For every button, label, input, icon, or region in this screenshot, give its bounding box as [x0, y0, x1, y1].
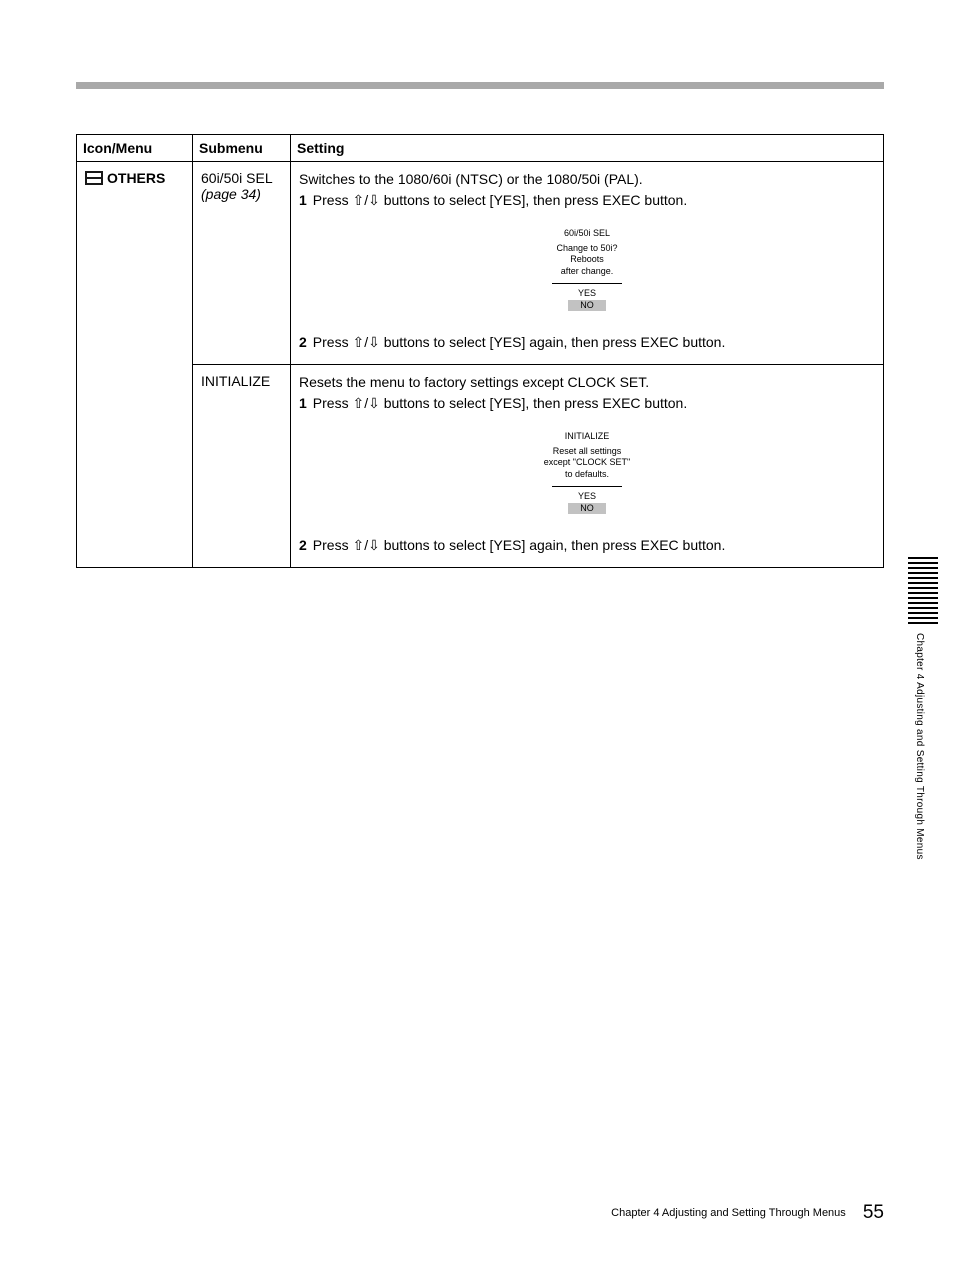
submenu-ref: (page 34): [201, 186, 282, 202]
header-rule: [76, 82, 884, 89]
screen-yes: YES: [507, 491, 667, 502]
setting-step-2: 2 Press ⇧/⇩ buttons to select [YES] again…: [299, 333, 875, 352]
step-number: 1: [299, 395, 307, 411]
menu-table: Icon/Menu Submenu Setting OTHERS 60i/50i…: [76, 134, 884, 568]
footer-chapter: Chapter 4 Adjusting and Setting Through …: [611, 1207, 846, 1219]
setting-step-1: 1 Press ⇧/⇩ buttons to select [YES], then…: [299, 394, 875, 413]
step-1-text: Press ⇧/⇩ buttons to select [YES], then …: [313, 192, 687, 208]
step-2-text: Press ⇧/⇩ buttons to select [YES] again,…: [313, 334, 726, 350]
menu-name: OTHERS: [107, 170, 165, 186]
screen-divider: [552, 486, 622, 487]
screen-no: NO: [568, 300, 606, 311]
footer-page-number: 55: [863, 1202, 884, 1223]
setting-cell: Resets the menu to factory settings exce…: [291, 365, 884, 568]
setting-intro: Resets the menu to factory settings exce…: [299, 373, 875, 392]
screen-divider: [552, 283, 622, 284]
screen-line-1: Reset all settings: [507, 446, 667, 457]
setting-intro: Switches to the 1080/60i (NTSC) or the 1…: [299, 170, 875, 189]
step-number: 2: [299, 334, 307, 350]
tab-bars-icon: [908, 557, 938, 625]
submenu-cell: INITIALIZE: [193, 365, 291, 568]
step-number: 2: [299, 537, 307, 553]
setting-cell: Switches to the 1080/60i (NTSC) or the 1…: [291, 162, 884, 365]
page-footer: Chapter 4 Adjusting and Setting Through …: [76, 1202, 884, 1224]
col-header-submenu: Submenu: [193, 135, 291, 162]
col-header-setting: Setting: [291, 135, 884, 162]
setting-step-1: 1 Press ⇧/⇩ buttons to select [YES], then…: [299, 191, 875, 210]
screen-dialog: 60i/50i SEL Change to 50i? Reboots after…: [503, 222, 671, 320]
screen-no: NO: [568, 503, 606, 514]
screen-line-1: Change to 50i?: [507, 243, 667, 254]
screen-title: INITIALIZE: [507, 431, 667, 442]
screen-yes: YES: [507, 288, 667, 299]
setting-step-2: 2 Press ⇧/⇩ buttons to select [YES] again…: [299, 536, 875, 555]
submenu-name: 60i/50i SEL: [201, 170, 282, 186]
step-2-text: Press ⇧/⇩ buttons to select [YES] again,…: [313, 537, 726, 553]
table-header-row: Icon/Menu Submenu Setting: [77, 135, 884, 162]
screen-line-3: to defaults.: [507, 469, 667, 480]
tab-text: Chapter 4 Adjusting and Setting Through …: [914, 633, 925, 923]
step-1-text: Press ⇧/⇩ buttons to select [YES], then …: [313, 395, 687, 411]
content-area: Icon/Menu Submenu Setting OTHERS 60i/50i…: [76, 134, 884, 568]
screen-title: 60i/50i SEL: [507, 228, 667, 239]
submenu-cell: 60i/50i SEL (page 34): [193, 162, 291, 365]
screen-line-2: except "CLOCK SET": [507, 457, 667, 468]
step-number: 1: [299, 192, 307, 208]
chapter-tab: Chapter 4 Adjusting and Setting Through …: [906, 557, 936, 927]
table-row: INITIALIZE Resets the menu to factory se…: [77, 365, 884, 568]
screen-line-2: Reboots: [507, 254, 667, 265]
iconmenu-cell: OTHERS: [77, 162, 193, 568]
others-icon: [85, 171, 103, 185]
submenu-name: INITIALIZE: [201, 373, 282, 389]
col-header-iconmenu: Icon/Menu: [77, 135, 193, 162]
table-row: OTHERS 60i/50i SEL (page 34) Switches to…: [77, 162, 884, 365]
screen-dialog: INITIALIZE Reset all settings except "CL…: [503, 425, 671, 523]
screen-line-3: after change.: [507, 266, 667, 277]
